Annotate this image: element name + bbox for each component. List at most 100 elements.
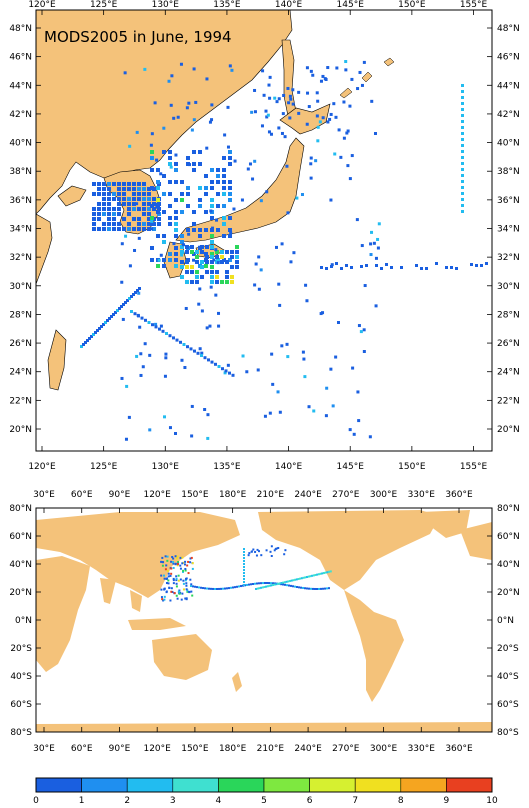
- observation-cell: [190, 245, 194, 249]
- observation-cell: [175, 557, 178, 560]
- lon-tick-label: 330°E: [408, 490, 436, 500]
- observation-cell: [325, 386, 329, 390]
- observation-cell: [376, 246, 380, 250]
- observation-cell: [156, 186, 160, 190]
- observation-cell: [107, 192, 111, 196]
- observation-cell: [140, 316, 144, 320]
- lon-tick-label: 180°E: [219, 490, 247, 500]
- observation-cell: [92, 192, 96, 196]
- observation-cell: [198, 186, 202, 190]
- observation-cell: [268, 96, 272, 100]
- observation-cell: [142, 207, 146, 211]
- observation-cell: [261, 586, 264, 589]
- observation-cell: [192, 168, 196, 172]
- observation-cell: [328, 570, 331, 573]
- observation-cell: [200, 250, 204, 254]
- observation-cell: [151, 323, 154, 327]
- observation-cell: [188, 163, 192, 167]
- observation-cell: [172, 566, 175, 569]
- observation-cell: [86, 339, 89, 342]
- observation-cell: [344, 68, 348, 72]
- observation-cell: [322, 587, 324, 590]
- observation-cell: [147, 321, 151, 324]
- observation-cell: [262, 93, 266, 97]
- observation-cell: [107, 227, 111, 231]
- observation-cell: [236, 585, 238, 588]
- observation-cell: [324, 571, 327, 574]
- observation-cell: [112, 192, 116, 196]
- observation-cell: [82, 343, 85, 346]
- observation-cell: [336, 321, 340, 325]
- observation-cell: [192, 210, 196, 214]
- observation-cell: [189, 557, 192, 560]
- observation-cell: [241, 354, 245, 358]
- observation-cell: [127, 187, 131, 191]
- lat-tick-label: 46°N: [9, 53, 32, 63]
- observation-cell: [230, 586, 232, 589]
- observation-cell: [243, 566, 245, 568]
- observation-cell: [168, 150, 172, 154]
- observation-cell: [235, 250, 239, 254]
- observation-cell: [200, 351, 204, 355]
- observation-cell: [243, 557, 245, 559]
- observation-cell: [102, 182, 106, 186]
- observation-cell: [200, 260, 204, 264]
- observation-cell: [226, 145, 230, 149]
- observation-cell: [170, 587, 173, 590]
- lat-tick-label: 26°N: [9, 339, 32, 349]
- colorbar-bin: [446, 777, 493, 793]
- observation-cell: [192, 222, 196, 226]
- observation-cell: [204, 174, 208, 178]
- observation-cell: [363, 284, 367, 288]
- observation-cell: [139, 352, 143, 356]
- observation-cell: [124, 234, 128, 238]
- observation-cell: [307, 575, 310, 578]
- observation-cell: [137, 222, 141, 226]
- observation-cell: [162, 240, 166, 244]
- observation-cell: [184, 579, 187, 582]
- observation-cell: [150, 168, 154, 172]
- observation-cell: [369, 253, 373, 257]
- lat-tick-label: 20°N: [9, 425, 32, 435]
- observation-cell: [228, 587, 230, 590]
- observation-cell: [461, 132, 464, 135]
- observation-cell: [230, 68, 234, 72]
- observation-cell: [243, 578, 245, 580]
- observation-cell: [130, 295, 133, 298]
- lat-tick-label: 32°N: [497, 253, 520, 263]
- observation-cell: [128, 297, 131, 300]
- observation-cell: [137, 314, 140, 318]
- observation-cell: [165, 577, 168, 580]
- lon-tick-label: 140°E: [275, 462, 303, 472]
- observation-cell: [102, 212, 106, 216]
- observation-cell: [315, 91, 319, 95]
- observation-cell: [170, 590, 173, 593]
- observation-cell: [154, 202, 158, 206]
- lat-tick-label: 60°N: [497, 532, 520, 542]
- observation-cell: [132, 227, 136, 231]
- observation-cell: [320, 587, 322, 590]
- observation-cell: [370, 99, 374, 103]
- observation-cell: [116, 309, 119, 312]
- observation-cell: [175, 579, 178, 582]
- observation-cell: [164, 568, 167, 571]
- observation-cell: [312, 409, 316, 413]
- lat-tick-label: 28°N: [497, 310, 520, 320]
- observation-cell: [326, 66, 330, 70]
- observation-cell: [282, 581, 285, 584]
- observation-cell: [150, 258, 154, 262]
- observation-cell: [173, 592, 176, 595]
- observation-cell: [154, 322, 158, 326]
- observation-cell: [176, 564, 179, 567]
- observation-cell: [223, 133, 227, 137]
- observation-cell: [137, 207, 141, 211]
- observation-cell: [184, 563, 187, 566]
- observation-cell: [137, 227, 141, 231]
- observation-cell: [370, 230, 374, 234]
- observation-cell: [204, 587, 206, 590]
- observation-cell: [180, 265, 184, 269]
- observation-cell: [185, 245, 189, 249]
- lon-tick-label: 135°E: [213, 462, 241, 472]
- observation-cell: [174, 168, 178, 172]
- lat-tick-label: 80°N: [9, 504, 32, 514]
